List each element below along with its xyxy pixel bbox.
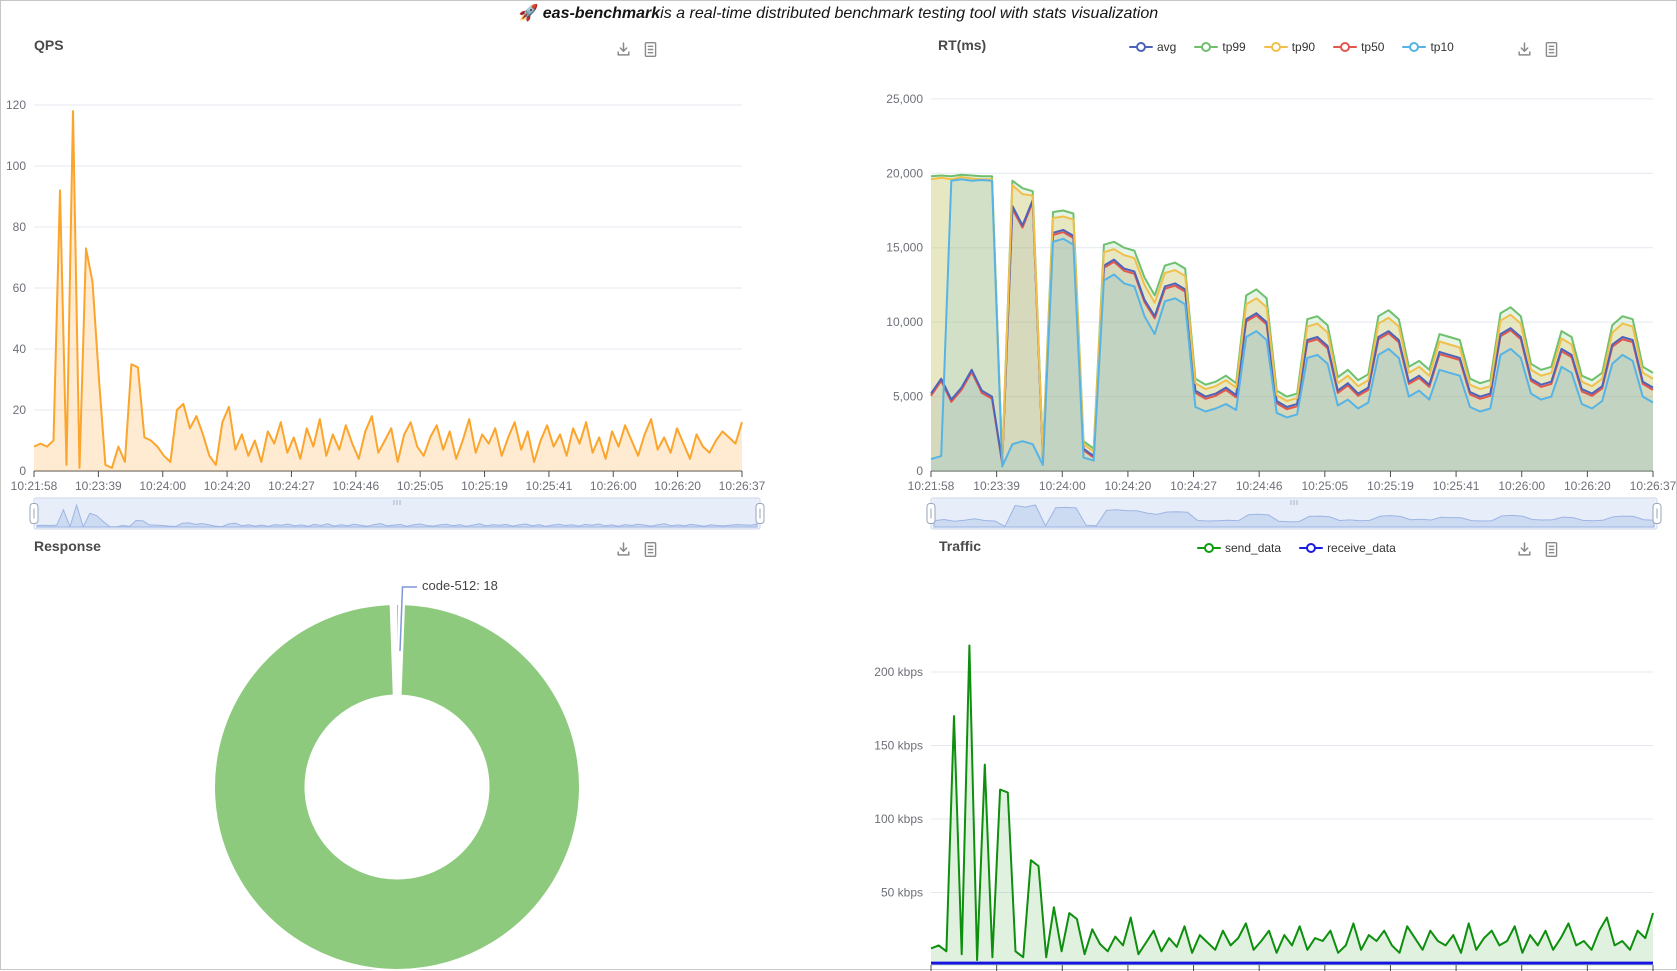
qps-x-axis-label: 10:23:39 bbox=[75, 479, 122, 493]
rt-y-axis-label: 25,000 bbox=[886, 92, 923, 106]
qps-y-axis-label: 80 bbox=[13, 220, 27, 234]
rt-y-axis-label: 0 bbox=[916, 464, 923, 478]
qps-x-axis-label: 10:26:37 bbox=[719, 479, 766, 493]
rt-x-axis-label: 10:24:27 bbox=[1170, 479, 1217, 493]
traffic-y-axis-label: 100 kbps bbox=[874, 812, 923, 826]
qps-x-axis-label: 10:24:20 bbox=[204, 479, 251, 493]
rt-y-axis-label: 10,000 bbox=[886, 315, 923, 329]
qps-chart[interactable]: 0 20 40 60 80 100 120 10:21:58 10:23:39 10:24:00 1… bbox=[6, 98, 766, 493]
rt-x-axis-label: 10:24:00 bbox=[1039, 479, 1086, 493]
qps-series-area-QPS bbox=[34, 111, 742, 471]
response-donut-chart[interactable] bbox=[214, 587, 580, 970]
rt-x-axis-label: 10:21:58 bbox=[908, 479, 955, 493]
qps-x-axis-label: 10:25:05 bbox=[397, 479, 444, 493]
qps-x-axis-label: 10:24:46 bbox=[332, 479, 379, 493]
qps-y-axis-label: 0 bbox=[19, 464, 26, 478]
qps-x-axis-label: 10:25:19 bbox=[461, 479, 508, 493]
rt-x-axis-label: 10:25:19 bbox=[1367, 479, 1414, 493]
rt-x-axis-label: 10:25:05 bbox=[1301, 479, 1348, 493]
rt-x-axis-label: 10:26:20 bbox=[1564, 479, 1611, 493]
qps-x-axis-label: 10:24:27 bbox=[268, 479, 315, 493]
rt-x-axis-label: 10:23:39 bbox=[973, 479, 1020, 493]
qps-y-axis-label: 120 bbox=[6, 98, 26, 112]
qps-x-axis-label: 10:25:41 bbox=[526, 479, 573, 493]
qps-x-axis-label: 10:24:00 bbox=[139, 479, 186, 493]
rt-chart[interactable]: 0 5,000 10,000 15,000 20,000 25,000 10:21:58 10… bbox=[886, 92, 1676, 493]
rt-x-axis-label: 10:26:37 bbox=[1630, 479, 1677, 493]
rt-y-axis-label: 15,000 bbox=[886, 241, 923, 255]
qps-datazoom-slider[interactable] bbox=[30, 498, 764, 529]
donut-slice-code-512[interactable] bbox=[396, 604, 399, 696]
traffic-y-axis-label: 200 kbps bbox=[874, 665, 923, 679]
qps-x-axis-label: 10:21:58 bbox=[11, 479, 58, 493]
qps-x-axis-label: 10:26:00 bbox=[590, 479, 637, 493]
rt-x-axis-label: 10:24:20 bbox=[1105, 479, 1152, 493]
qps-y-axis-label: 60 bbox=[13, 281, 27, 295]
qps-y-axis-label: 100 bbox=[6, 159, 26, 173]
rt-x-axis-label: 10:25:41 bbox=[1433, 479, 1480, 493]
qps-y-axis-label: 20 bbox=[13, 403, 27, 417]
traffic-y-axis-label: 50 kbps bbox=[881, 886, 923, 900]
donut-slice-label: code-512: 18 bbox=[422, 578, 498, 593]
rt-datazoom-slider[interactable] bbox=[927, 498, 1661, 529]
rt-y-axis-label: 20,000 bbox=[886, 166, 923, 180]
rt-x-axis-label: 10:24:46 bbox=[1236, 479, 1283, 493]
traffic-series-area-send_data bbox=[931, 646, 1653, 967]
rt-y-axis-label: 5,000 bbox=[893, 390, 923, 404]
qps-y-axis-label: 40 bbox=[13, 342, 27, 356]
traffic-y-axis-label: 150 kbps bbox=[874, 739, 923, 753]
traffic-chart[interactable]: 50 kbps 100 kbps 150 kbps 200 kbps bbox=[874, 646, 1653, 971]
qps-x-axis-label: 10:26:20 bbox=[654, 479, 701, 493]
rt-x-axis-label: 10:26:00 bbox=[1498, 479, 1545, 493]
